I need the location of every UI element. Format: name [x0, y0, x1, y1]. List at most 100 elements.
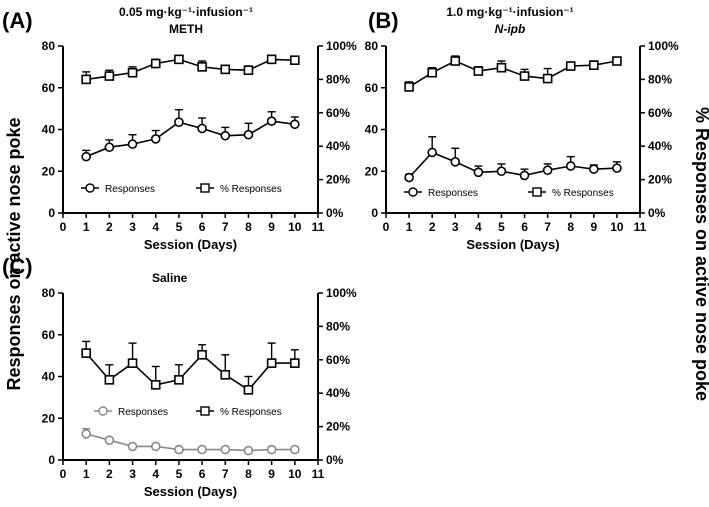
right-y-tick-label: 0%	[326, 453, 344, 467]
data-point	[243, 385, 254, 395]
x-tick-label: 3	[129, 220, 136, 234]
legend: Responses % Responses	[94, 406, 282, 418]
data-point	[450, 157, 461, 167]
data-point	[496, 166, 507, 177]
data-point	[519, 71, 530, 81]
x-tick-label: 7	[544, 220, 551, 234]
legend-marker-percent	[200, 406, 210, 416]
x-tick-label: 7	[222, 220, 229, 234]
data-point	[127, 139, 138, 149]
left-y-tick-label: 40	[365, 123, 379, 137]
series-line	[408, 151, 617, 179]
data-point	[427, 147, 437, 158]
data-point	[127, 441, 138, 452]
data-point	[243, 129, 254, 140]
data-point	[81, 348, 91, 358]
right-y-tick-label: 60%	[326, 106, 350, 120]
data-point	[220, 370, 231, 380]
legend-marker-responses	[85, 183, 95, 193]
series-line	[85, 352, 295, 391]
series-responses	[404, 136, 622, 183]
right-y-tick-label: 60%	[326, 353, 350, 367]
x-tick-label: 6	[199, 467, 206, 481]
data-point	[150, 441, 161, 452]
right-y-tick-label: 0%	[326, 206, 344, 220]
x-tick-label: 1	[406, 220, 413, 234]
data-point	[290, 55, 300, 65]
x-tick-label: 10	[288, 467, 302, 481]
series-responses	[81, 108, 300, 162]
x-tick-label: 10	[288, 220, 302, 234]
right-y-tick-label: 40%	[326, 139, 350, 153]
left-y-axis-title: Responses on active nose poke	[4, 117, 24, 390]
series-line	[86, 58, 295, 81]
data-point	[197, 62, 207, 72]
data-point	[243, 445, 254, 456]
panel-subtitle: METH	[169, 22, 203, 36]
series-line	[85, 120, 295, 158]
right-y-tick-label: 100%	[326, 286, 357, 300]
data-point	[174, 117, 184, 127]
data-point	[266, 444, 277, 455]
panel-1: (A) 0.05 mg·kg⁻¹·infusion⁻¹METH0204060800…	[2, 5, 357, 252]
panel-title: 0.05 mg·kg⁻¹·infusion⁻¹	[119, 5, 253, 19]
legend-label-percent: % Responses	[552, 188, 614, 199]
left-y-tick-label: 20	[365, 164, 379, 178]
x-tick-label: 7	[222, 467, 229, 481]
x-tick-label: 6	[521, 220, 528, 234]
left-y-tick-label: 0	[48, 206, 55, 220]
left-y-tick-label: 60	[42, 328, 56, 342]
data-point	[104, 435, 115, 445]
left-y-tick-label: 80	[42, 39, 56, 53]
panels: (A) 0.05 mg·kg⁻¹·infusion⁻¹METH0204060800…	[2, 5, 679, 499]
data-point	[197, 123, 207, 134]
x-tick-label: 9	[268, 220, 275, 234]
x-tick-label: 8	[245, 220, 252, 234]
left-y-tick-label: 20	[42, 164, 56, 178]
legend-label-responses: Responses	[428, 188, 478, 199]
x-axis-title: Session (Days)	[466, 237, 559, 252]
data-point	[266, 358, 277, 368]
panel-subtitle: N-ipb	[495, 22, 526, 36]
legend-label-responses: Responses	[105, 184, 155, 195]
data-point	[220, 64, 231, 75]
x-tick-label: 9	[590, 220, 597, 234]
right-y-tick-label: 60%	[648, 106, 672, 120]
data-point	[290, 119, 300, 130]
right-y-tick-label: 80%	[648, 72, 672, 86]
data-point	[496, 62, 507, 73]
data-point	[174, 375, 184, 385]
right-y-tick-label: 20%	[326, 420, 350, 434]
data-point	[197, 444, 207, 455]
right-y-tick-label: 20%	[326, 173, 350, 187]
data-point	[404, 172, 414, 183]
legend-marker-percent	[200, 183, 210, 193]
x-tick-label: 5	[498, 220, 505, 234]
data-point	[174, 54, 184, 65]
legend-label-percent: % Responses	[220, 407, 282, 418]
x-tick-label: 3	[129, 467, 136, 481]
left-y-tick-label: 40	[42, 370, 56, 384]
data-point	[127, 358, 138, 368]
data-point	[104, 375, 115, 385]
data-point	[427, 67, 437, 78]
legend-label-responses: Responses	[118, 407, 168, 418]
x-tick-label: 4	[475, 220, 482, 234]
data-point	[404, 82, 414, 92]
x-tick-label: 11	[634, 220, 647, 234]
data-point	[127, 67, 138, 78]
data-point	[243, 65, 254, 76]
x-tick-label: 8	[567, 220, 574, 234]
x-tick-label: 1	[83, 467, 90, 481]
data-point	[150, 134, 161, 144]
left-y-tick-label: 20	[42, 411, 56, 425]
data-point	[589, 164, 599, 174]
x-tick-label: 0	[383, 220, 390, 234]
data-point	[565, 61, 576, 71]
legend-marker-responses	[98, 406, 108, 416]
right-y-tick-label: 0%	[648, 206, 666, 220]
panel-2: (B) 1.0 mg·kg⁻¹·infusion⁻¹N-ipb0204060800…	[365, 5, 679, 252]
data-point	[290, 444, 300, 455]
data-point	[612, 163, 622, 173]
